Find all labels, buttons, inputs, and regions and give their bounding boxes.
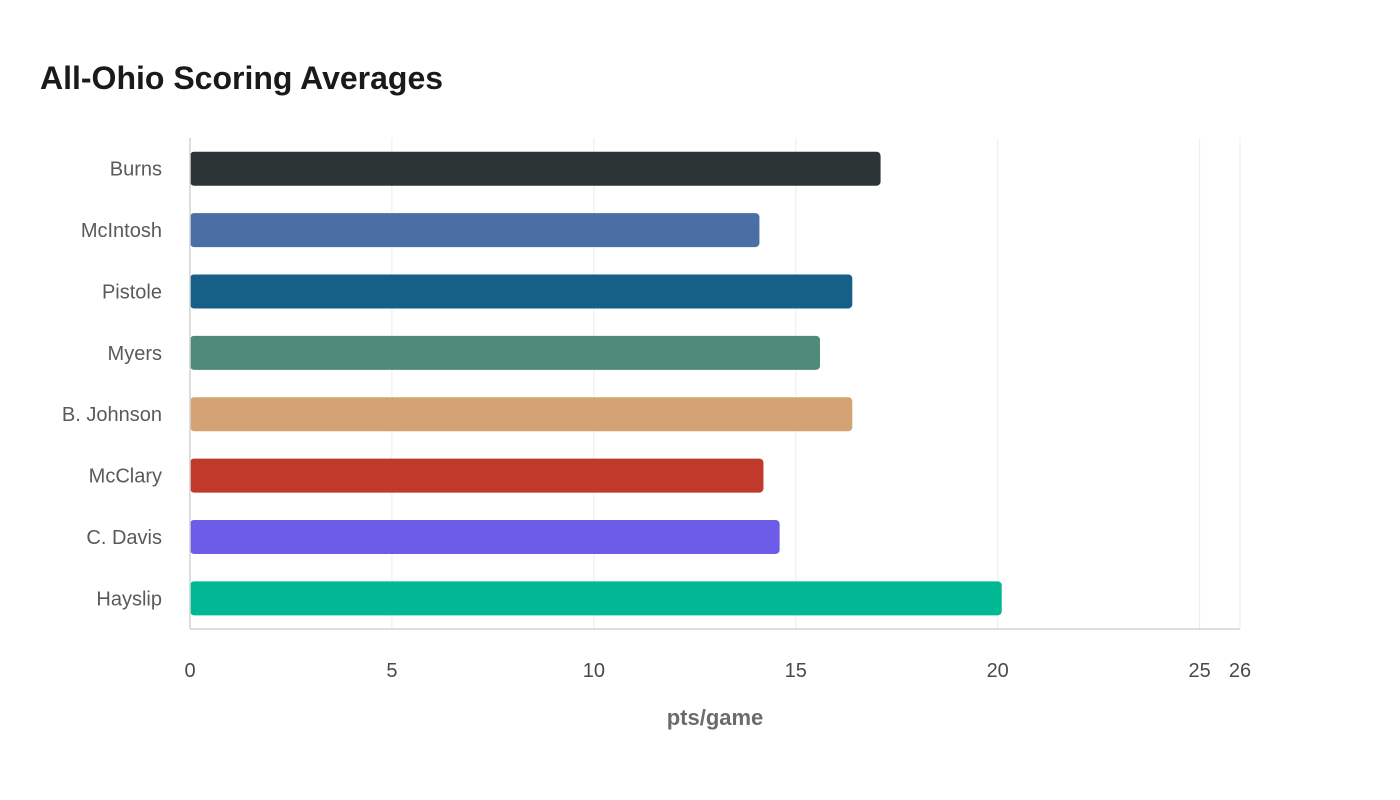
bar xyxy=(190,151,881,186)
x-tick-label: 0 xyxy=(184,660,195,682)
x-tick-label: 20 xyxy=(987,660,1009,682)
category-label: McClary xyxy=(89,466,162,488)
category-label: Burns xyxy=(110,159,162,181)
category-label: McIntosh xyxy=(81,220,162,242)
category-label: Myers xyxy=(108,343,162,365)
x-tick-label: 10 xyxy=(583,660,605,682)
category-label: Pistole xyxy=(102,281,162,303)
x-tick-label: 26 xyxy=(1229,660,1251,682)
grid-lines xyxy=(391,138,1241,629)
x-tick-label: 5 xyxy=(386,660,397,682)
bar xyxy=(190,458,764,493)
x-tick-label: 15 xyxy=(785,660,807,682)
category-labels: Burns McIntosh Pistole Myers B. Johnson McCla… xyxy=(62,159,162,611)
bars xyxy=(190,151,1002,616)
x-tick-label: 25 xyxy=(1188,660,1210,682)
bar xyxy=(190,397,853,432)
bar xyxy=(190,519,780,554)
x-axis-title: pts/game xyxy=(667,705,764,730)
x-tick-labels: 0 5 10 15 20 25 26 xyxy=(184,660,1251,682)
axes xyxy=(189,138,1240,630)
bar xyxy=(190,274,853,309)
bar xyxy=(190,335,820,370)
category-label: B. Johnson xyxy=(62,404,162,426)
bar xyxy=(190,581,1002,616)
category-label: C. Davis xyxy=(86,527,162,549)
chart-title: All-Ohio Scoring Averages xyxy=(40,60,444,96)
category-label: Hayslip xyxy=(96,588,162,610)
bar xyxy=(190,213,760,248)
